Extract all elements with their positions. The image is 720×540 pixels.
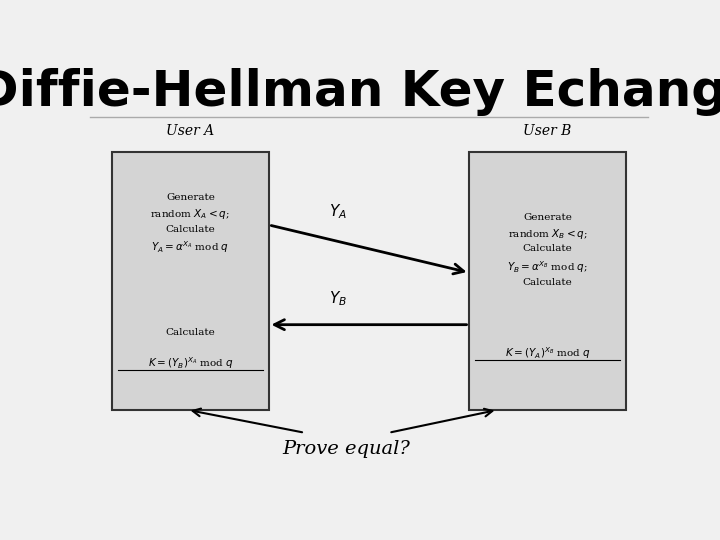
- FancyBboxPatch shape: [469, 152, 626, 410]
- Text: User A: User A: [166, 124, 215, 138]
- Text: $Y_B$: $Y_B$: [329, 289, 347, 308]
- FancyBboxPatch shape: [112, 152, 269, 410]
- Text: Prove equal?: Prove equal?: [283, 440, 410, 458]
- Text: Diffie-Hellman Key Echange: Diffie-Hellman Key Echange: [0, 68, 720, 116]
- Text: $K = (Y_A)^{X_B}$ mod $q$: $K = (Y_A)^{X_B}$ mod $q$: [505, 345, 590, 361]
- Text: $Y_A$: $Y_A$: [329, 202, 347, 221]
- Text: $K = (Y_B)^{X_A}$ mod $q$: $K = (Y_B)^{X_A}$ mod $q$: [148, 356, 233, 372]
- Text: Generate
random $X_A < q$;
Calculate
$Y_A = \alpha^{X_A}$ mod $q$: Generate random $X_A < q$; Calculate $Y_…: [150, 193, 230, 255]
- Text: Calculate: Calculate: [166, 328, 215, 350]
- Text: Generate
random $X_B < q$;
Calculate
$Y_B = \alpha^{X_B}$ mod $q$;
Calculate: Generate random $X_B < q$; Calculate $Y_…: [507, 213, 588, 287]
- Text: User B: User B: [523, 124, 572, 138]
